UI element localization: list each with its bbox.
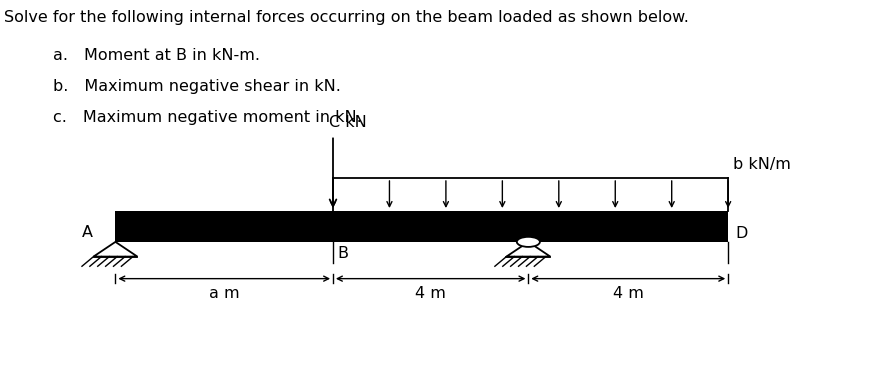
Bar <box>115 211 728 242</box>
Text: b. Maximum negative shear in kN.: b. Maximum negative shear in kN. <box>53 79 341 94</box>
Circle shape <box>517 237 540 247</box>
Text: 4 m: 4 m <box>416 286 446 301</box>
Polygon shape <box>93 242 138 257</box>
Text: D: D <box>735 226 748 241</box>
Text: Solve for the following internal forces occurring on the beam loaded as shown be: Solve for the following internal forces … <box>4 10 689 25</box>
Polygon shape <box>506 242 551 257</box>
Text: A: A <box>83 225 93 240</box>
Text: c. Maximum negative moment in kN.: c. Maximum negative moment in kN. <box>53 110 362 125</box>
Text: C: C <box>548 226 559 241</box>
Text: 4 m: 4 m <box>613 286 644 301</box>
Text: a. Moment at B in kN-m.: a. Moment at B in kN-m. <box>53 48 260 63</box>
Text: b kN/m: b kN/m <box>733 157 790 172</box>
Text: C kN: C kN <box>329 115 367 130</box>
Text: a m: a m <box>209 286 240 301</box>
Text: B: B <box>337 246 348 261</box>
